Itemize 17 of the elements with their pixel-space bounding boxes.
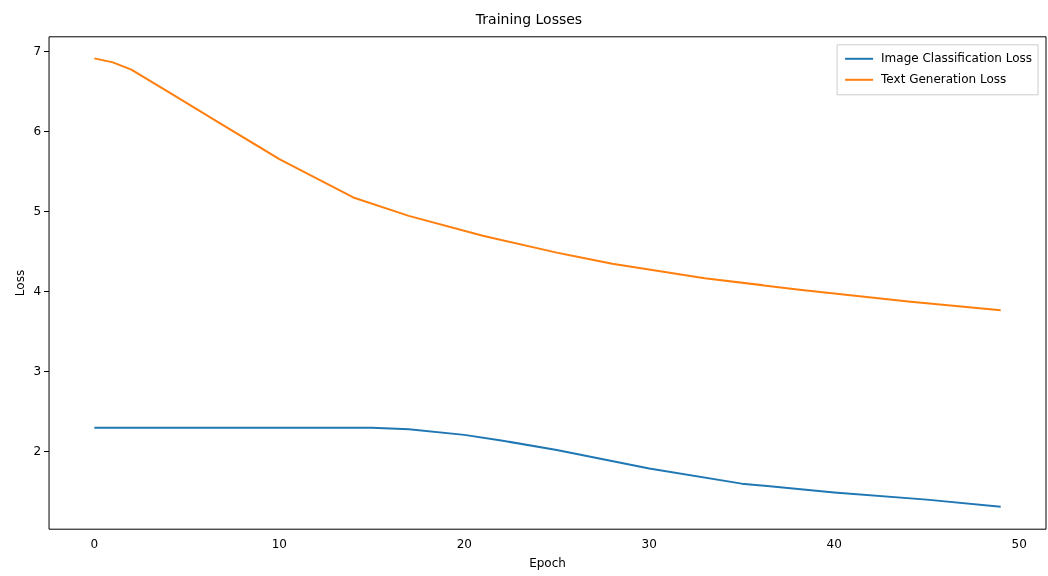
x-tick-label: 30 (641, 536, 657, 551)
y-tick-label: 7 (33, 44, 42, 59)
chart-title: Training Losses (474, 11, 583, 28)
x-tick-label: 10 (271, 536, 287, 551)
y-axis-title: Loss (13, 269, 28, 297)
x-axis-title: Epoch (529, 555, 566, 570)
legend-label: Text Generation Loss (880, 71, 1007, 86)
legend-label: Image Classification Loss (881, 50, 1033, 65)
x-tick-label: 20 (456, 536, 472, 551)
y-tick-label: 3 (33, 363, 42, 378)
y-tick-label: 6 (33, 124, 42, 139)
y-tick-label: 4 (33, 283, 42, 298)
x-tick-label: 40 (826, 536, 842, 551)
x-tick-label: 50 (1011, 536, 1027, 551)
y-tick-label: 2 (33, 443, 42, 458)
x-tick-label: 0 (90, 536, 99, 551)
y-tick-label: 5 (33, 203, 42, 218)
